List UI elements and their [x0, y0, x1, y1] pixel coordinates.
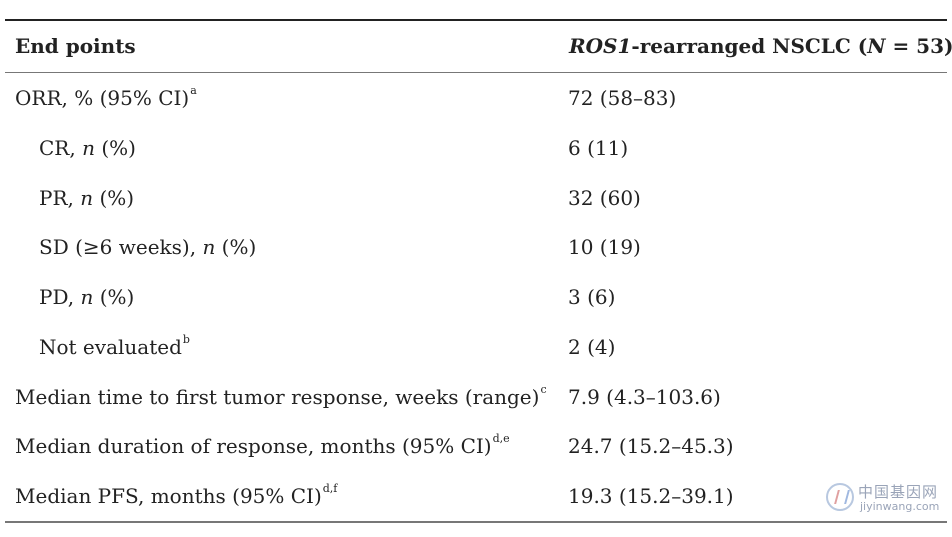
table-row: CR, n (%) 6 (11) — [5, 123, 947, 173]
row-label-text: ORR, % (95% CI) — [15, 86, 190, 110]
row-label-text: SD (≥6 weeks), — [39, 235, 203, 260]
row-label: Median time to first tumor response, wee… — [15, 382, 547, 409]
table-row: Median duration of response, months (95%… — [5, 421, 947, 471]
row-value: 3 (6) — [568, 285, 616, 309]
header-cohort-label: -rearranged NSCLC ( — [631, 34, 868, 58]
row-label: Median PFS, months (95% CI)d,f — [15, 482, 338, 508]
row-value: 10 (19) — [568, 235, 641, 260]
row-label: PD, n (%) — [39, 285, 134, 309]
row-label: PR, n (%) — [39, 186, 134, 210]
table-row: PD, n (%) 3 (6) — [5, 272, 947, 322]
watermark-url: jiyinwang.com — [860, 500, 940, 513]
row-value: 32 (60) — [568, 185, 641, 210]
table-row: ORR, % (95% CI)a 72 (58–83) — [5, 73, 947, 123]
row-label-text: Median duration of response, months (95%… — [15, 434, 492, 459]
header-gene: ROS1 — [569, 34, 632, 58]
row-label-suffix: (%) — [94, 135, 136, 160]
row-label-italic: n — [202, 235, 216, 260]
row-label-suffix: (%) — [215, 235, 257, 260]
dna-logo-icon — [826, 483, 854, 511]
row-value: 19.3 (15.2–39.1) — [568, 484, 734, 508]
row-label: Median duration of response, months (95%… — [15, 432, 510, 459]
endpoints-table: End points ROS1-rearranged NSCLC (N = 53… — [5, 19, 952, 523]
table-row: PR, n (%) 32 (60) — [5, 173, 947, 223]
row-value: 7.9 (4.3–103.6) — [568, 384, 721, 409]
row-value: 24.7 (15.2–45.3) — [568, 434, 734, 459]
header-cohort: ROS1-rearranged NSCLC (N = 53) — [569, 34, 952, 58]
row-label-italic: n — [80, 285, 94, 309]
row-label: CR, n (%) — [39, 136, 136, 160]
row-value: 2 (4) — [568, 334, 616, 359]
row-label-text: CR, — [39, 135, 83, 160]
row-label-italic: n — [80, 185, 94, 210]
row-label-text: PR, — [39, 185, 81, 210]
footnote-marker: c — [540, 382, 547, 396]
watermark-chinese: 中国基因网 — [858, 483, 939, 501]
footnote-marker: b — [182, 332, 190, 346]
row-label-suffix: (%) — [93, 185, 135, 210]
header-n-value: = 53) — [885, 34, 952, 58]
row-label-text: Not evaluated — [39, 334, 182, 359]
table-row: Median PFS, months (95% CI)d,f 19.3 (15.… — [5, 471, 947, 521]
row-label-text: Median time to first tumor response, wee… — [15, 384, 540, 409]
row-label-italic: n — [82, 135, 95, 160]
row-label-text: Median PFS, months (95% CI) — [15, 484, 322, 508]
table-header: End points ROS1-rearranged NSCLC (N = 53… — [5, 21, 952, 73]
row-label: SD (≥6 weeks), n (%) — [39, 235, 256, 259]
row-label: Not evaluatedb — [39, 332, 190, 359]
row-label-suffix: (%) — [93, 285, 135, 309]
row-value: 72 (58–83) — [568, 86, 677, 110]
header-endpoints: End points — [15, 34, 136, 58]
site-watermark: 中国基因网 jiyinwang.com — [826, 481, 944, 515]
table-row: Median time to first tumor response, wee… — [5, 372, 947, 422]
footnote-marker: d,e — [492, 432, 510, 446]
row-value: 6 (11) — [568, 135, 629, 160]
header-n-symbol: N — [867, 34, 886, 58]
footnote-marker: a — [190, 84, 197, 97]
footnote-marker: d,f — [322, 482, 338, 495]
row-label-text: PD, — [39, 285, 81, 309]
table-row: SD (≥6 weeks), n (%) 10 (19) — [5, 222, 947, 272]
row-label: ORR, % (95% CI)a — [15, 84, 197, 110]
table-row: Not evaluatedb 2 (4) — [5, 322, 947, 372]
